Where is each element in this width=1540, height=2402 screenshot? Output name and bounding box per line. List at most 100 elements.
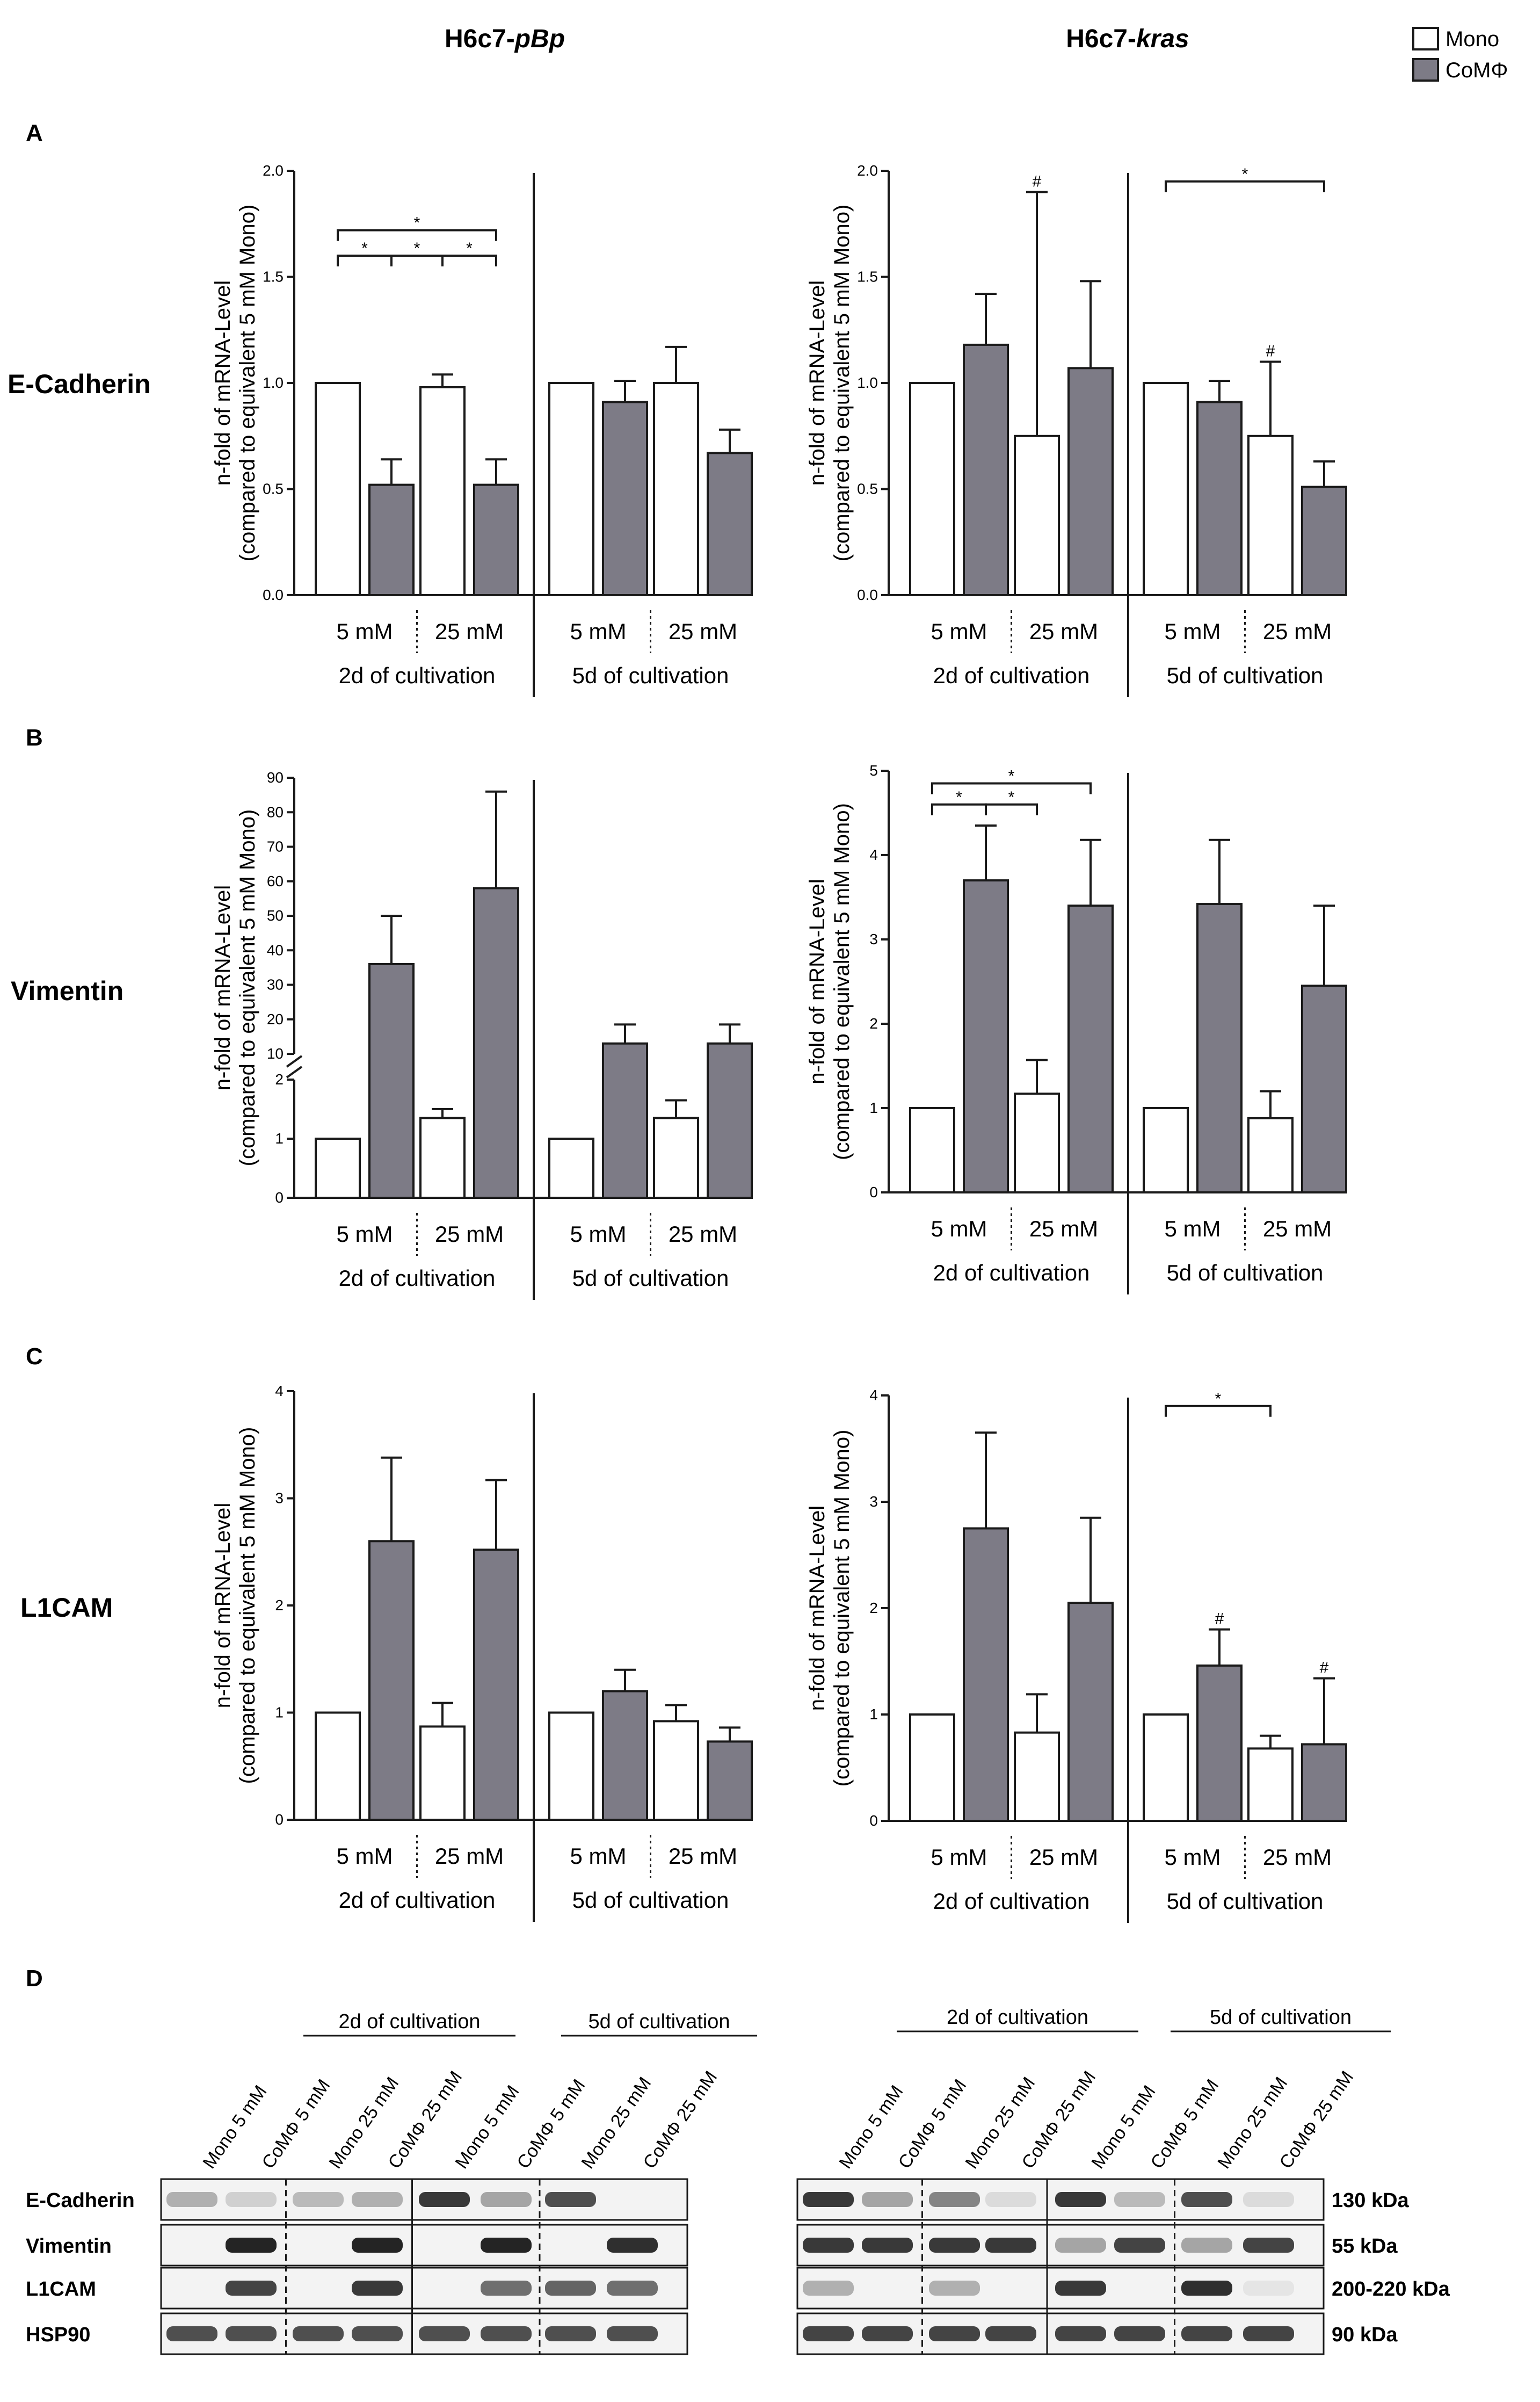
conc-label: 5 mM (931, 1844, 987, 1870)
protein-band (1055, 2192, 1106, 2207)
conc-label: 5 mM (570, 1843, 627, 1869)
y-tick-label: 4 (869, 847, 878, 863)
bar-com (963, 1527, 1009, 1822)
protein-band (1243, 2281, 1294, 2296)
bar-mono (1247, 1117, 1294, 1194)
protein-band (803, 2326, 854, 2341)
conc-label: 25 mM (669, 1843, 737, 1869)
conc-label: 25 mM (1263, 1216, 1332, 1241)
blot-size-label: 90 kDa (1332, 2324, 1398, 2346)
bar-com (707, 1042, 753, 1199)
protein-band (1181, 2281, 1232, 2296)
significance-bracket (985, 803, 1038, 815)
protein-band (545, 2281, 596, 2296)
time-label: 2d of cultivation (933, 663, 1090, 688)
protein-band (929, 2238, 980, 2253)
protein-band (803, 2238, 854, 2253)
y-tick-label: 0 (275, 1189, 284, 1206)
y-tick-label: 80 (267, 804, 284, 820)
bar-mono (419, 1725, 466, 1821)
time-label: 2d of cultivation (339, 663, 496, 688)
axis-break-mark (286, 1055, 303, 1068)
bar-com (963, 879, 1009, 1193)
protein-band (929, 2326, 980, 2341)
y-axis-title-line: (compared to equivalent 5 mM Mono) (236, 1427, 259, 1784)
conc-label: 5 mM (931, 1216, 987, 1241)
time-label: 2d of cultivation (933, 1889, 1090, 1914)
y-tick-label: 3 (869, 931, 878, 947)
y-tick-label: 3 (275, 1490, 284, 1507)
y-tick-label: 1 (275, 1130, 284, 1147)
time-label: 5d of cultivation (1167, 1260, 1324, 1285)
bar-com (963, 343, 1009, 597)
protein-band (607, 2326, 658, 2341)
y-axis-title-line: n-fold of mRNA-Level (211, 1503, 235, 1708)
y-axis-title-line: (compared to equivalent 5 mM Mono) (830, 1430, 854, 1787)
protein-band (166, 2326, 217, 2341)
left-column-title: H6c7-pBp (445, 25, 565, 53)
y-tick-label: 2 (275, 1071, 284, 1088)
bar-mono (419, 386, 466, 597)
protein-band (1181, 2238, 1232, 2253)
y-tick-label: 0.0 (857, 587, 878, 603)
time-label: 2d of cultivation (339, 1265, 496, 1291)
protein-band (862, 2326, 913, 2341)
bar-com (473, 887, 519, 1199)
y-tick-label: 1.0 (857, 374, 878, 391)
y-tick-label: 2 (275, 1597, 284, 1614)
y-tick-label: 10 (267, 1045, 284, 1062)
blot-group-label: 5d of cultivation (588, 2010, 730, 2033)
y-tick-label: 5 (869, 762, 878, 779)
y-axis-title: n-fold of mRNA-Level(compared to equival… (211, 1427, 259, 1784)
bar-charts: 0.00.51.01.52.0n-fold of mRNA-Level(comp… (211, 162, 1347, 1923)
protein-band (352, 2326, 403, 2341)
protein-band (352, 2281, 403, 2296)
significance-star: * (414, 214, 420, 232)
y-axis-title-line: n-fold of mRNA-Level (805, 280, 829, 486)
bar-mono (909, 1107, 955, 1193)
protein-band (985, 2238, 1036, 2253)
chart-B-left: 0 1 2 10 20 30 40 50 60 70 80 90 n-fold of mRNA-Leve… (211, 769, 753, 1300)
protein-band (481, 2238, 532, 2253)
significance-star: * (956, 788, 962, 806)
axis-break-mark (286, 1066, 303, 1079)
bar-com (368, 483, 415, 596)
protein-band (607, 2238, 658, 2253)
bar-com (1067, 367, 1114, 596)
panel-letter-d: D (26, 1965, 43, 1992)
significance-bracket (441, 255, 497, 266)
y-tick-label: 0.5 (263, 481, 284, 497)
protein-band (803, 2192, 854, 2207)
conc-label: 5 mM (1165, 619, 1221, 644)
y-tick-label: 70 (267, 838, 284, 855)
time-label: 5d of cultivation (1167, 1889, 1324, 1914)
y-tick-label: 1.5 (263, 269, 284, 285)
bar-mono (548, 1711, 594, 1821)
protein-band (1181, 2326, 1232, 2341)
y-tick-label: 0 (275, 1811, 284, 1828)
significance-bracket (1165, 180, 1325, 192)
bar-mono (1143, 1107, 1189, 1193)
conc-label: 5 mM (337, 1843, 393, 1869)
bar-com (1067, 905, 1114, 1193)
blot-group-label: 2d of cultivation (338, 2010, 480, 2033)
chart-C-right: 0 1 2 3 4 n-fold of mRNA-Level(compared to eq… (805, 1387, 1347, 1923)
conc-label: 5 mM (1165, 1216, 1221, 1241)
panel-letter-b: B (26, 725, 43, 751)
bar-mono (1247, 1747, 1294, 1822)
protein-band (226, 2238, 277, 2253)
bar-mono (419, 1117, 466, 1199)
time-label: 2d of cultivation (933, 1260, 1090, 1285)
bar-mono (315, 1711, 361, 1821)
bar-com (602, 401, 648, 596)
y-tick-label: 0.0 (263, 587, 284, 603)
significance-star: * (414, 240, 420, 257)
blot-group-label: 2d of cultivation (947, 2006, 1088, 2029)
y-tick-label: 2 (869, 1600, 878, 1616)
y-tick-label: 60 (267, 873, 284, 889)
y-axis-title: n-fold of mRNA-Level(compared to equival… (805, 803, 854, 1160)
y-tick-label: 0 (869, 1184, 878, 1200)
conc-label: 5 mM (570, 619, 627, 644)
chart-B-right: 0 1 2 3 4 5 n-fold of mRNA-Level(compared to e… (805, 762, 1347, 1294)
